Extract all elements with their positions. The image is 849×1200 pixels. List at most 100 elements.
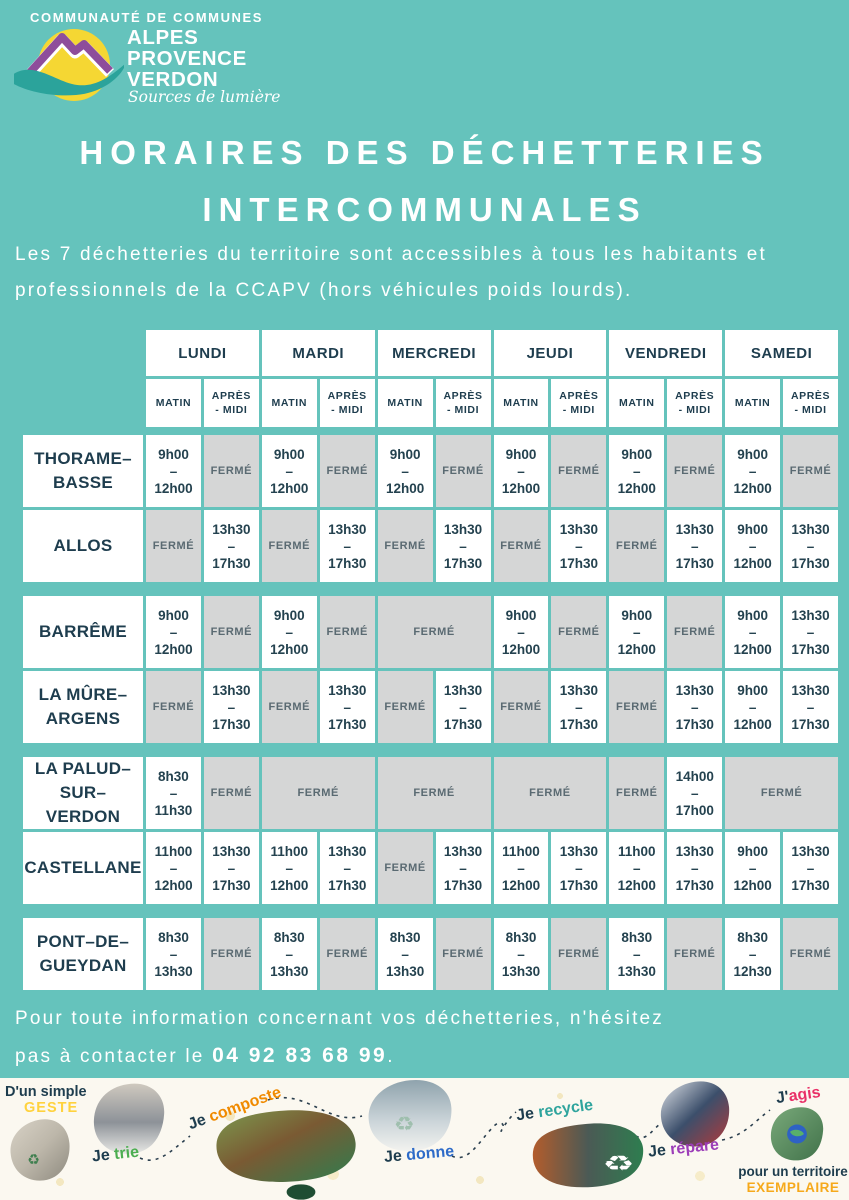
closed-cell: FERMÉ [609,510,665,582]
time-cell: 9h00 – 12h00 [146,435,201,507]
subheader-afternoon: APRÈS - MIDI [783,379,838,427]
logo-mountain-icon [14,29,124,101]
label-je-trie: Je trie [91,1144,140,1167]
svg-text:♻: ♻ [602,1152,634,1176]
logo-tagline: Sources de lumière [128,88,281,106]
table-corner [23,379,143,427]
contact-suffix: . [387,1046,395,1067]
closed-cell: FERMÉ [203,596,259,668]
closed-cell: FERMÉ [146,510,201,582]
closed-cell: FERMÉ [609,671,665,743]
time-cell: 13h30 – 17h30 [783,510,838,582]
subheader-afternoon: APRÈS - MIDI [551,379,607,427]
time-cell: 8h30 – 13h30 [261,918,317,990]
closed-cell: FERMÉ [146,671,201,743]
time-cell: 9h00 – 12h00 [377,435,433,507]
closed-cell: FERMÉ [493,757,607,829]
time-cell: 9h00 – 12h00 [609,435,665,507]
time-cell: 11h00 – 12h00 [609,832,665,904]
je-composte-photo [216,1110,356,1182]
time-cell: 9h00 – 12h00 [725,510,781,582]
je-word: Je [91,1146,111,1166]
closed-cell: FERMÉ [493,671,549,743]
jagis-globe-photo [770,1107,824,1161]
footer-intro-line2: GESTE [24,1100,79,1116]
je-word: Je [647,1141,667,1161]
subheader-morning: MATIN [146,379,201,427]
contact-line2: pas à contacter le [15,1046,213,1067]
subheader-afternoon: APRÈS - MIDI [667,379,723,427]
site-name: ALLOS [23,510,143,582]
je-word: Je [383,1147,403,1167]
je-trie-photo [93,1083,165,1154]
agis-word: agis [787,1083,822,1106]
time-cell: 14h00 – 17h00 [667,757,723,829]
time-cell: 11h00 – 12h00 [146,832,201,904]
footer-intro-line1: D'un simple [5,1084,87,1100]
time-cell: 13h30 – 17h30 [435,510,491,582]
time-cell: 9h00 – 12h00 [493,596,549,668]
time-cell: 9h00 – 12h00 [261,435,317,507]
day-header: VENDREDI [609,330,723,376]
subheader-morning: MATIN [261,379,317,427]
table-corner [23,330,143,376]
time-cell: 9h00 – 12h00 [146,596,201,668]
repare-word: répare [669,1136,720,1159]
time-cell: 9h00 – 12h00 [725,671,781,743]
je-word: Je [515,1104,536,1125]
closed-cell: FERMÉ [319,435,375,507]
subheader-morning: MATIN [609,379,665,427]
table-group-spacer [23,907,838,915]
closed-cell: FERMÉ [551,596,607,668]
site-name: PONT–DE– GUEYDAN [23,918,143,990]
time-cell: 11h00 – 12h00 [493,832,549,904]
closed-cell: FERMÉ [667,596,723,668]
logo-name-line3: VERDON [127,68,219,91]
table-group-spacer [23,746,838,754]
closed-cell: FERMÉ [261,510,317,582]
logo-name-line1: ALPES [127,26,199,49]
time-cell: 9h00 – 12h00 [493,435,549,507]
time-cell: 9h00 – 12h00 [725,832,781,904]
time-cell: 13h30 – 17h30 [783,671,838,743]
leaf-accent [286,1184,316,1200]
page-title-line2: INTERCOMMUNALES [202,191,647,228]
subheader-morning: MATIN [725,379,781,427]
time-cell: 13h30 – 17h30 [435,671,491,743]
time-cell: 13h30 – 17h30 [783,596,838,668]
time-cell: 13h30 – 17h30 [551,832,607,904]
label-jagis: J'agis [775,1084,822,1108]
time-cell: 8h30 – 11h30 [146,757,201,829]
time-cell: 13h30 – 17h30 [203,510,259,582]
site-name: BARRÊME [23,596,143,668]
closed-cell: FERMÉ [203,757,259,829]
closed-cell: FERMÉ [667,435,723,507]
subheader-afternoon: APRÈS - MIDI [435,379,491,427]
time-cell: 13h30 – 17h30 [667,510,723,582]
svg-text:♻: ♻ [394,1113,415,1135]
closed-cell: FERMÉ [609,757,665,829]
closed-cell: FERMÉ [493,510,549,582]
time-cell: 9h00 – 12h00 [609,596,665,668]
subheader-morning: MATIN [493,379,549,427]
time-cell: 13h30 – 17h30 [203,832,259,904]
time-cell: 13h30 – 17h30 [667,671,723,743]
page-title: HORAIRES DES DÉCHETTERIES INTERCOMMUNALE… [0,124,849,238]
table-group-spacer [23,585,838,593]
closed-cell: FERMÉ [783,918,838,990]
time-cell: 8h30 – 13h30 [146,918,201,990]
day-header: MERCREDI [377,330,491,376]
je-repare-photo [660,1081,730,1147]
footer-outro-line2: EXEMPLAIRE [746,1180,840,1195]
time-cell: 13h30 – 17h30 [203,671,259,743]
donne-word: donne [405,1142,455,1165]
footer-outro-line1: pour un territoire [738,1164,848,1179]
time-cell: 13h30 – 17h30 [551,510,607,582]
intro-text: Les 7 déchetteries du territoire sont ac… [15,244,768,301]
phone-number: 04 92 83 68 99 [212,1044,388,1067]
time-cell: 8h30 – 12h30 [725,918,781,990]
time-cell: 13h30 – 17h30 [319,671,375,743]
closed-cell: FERMÉ [319,596,375,668]
closed-cell: FERMÉ [667,918,723,990]
